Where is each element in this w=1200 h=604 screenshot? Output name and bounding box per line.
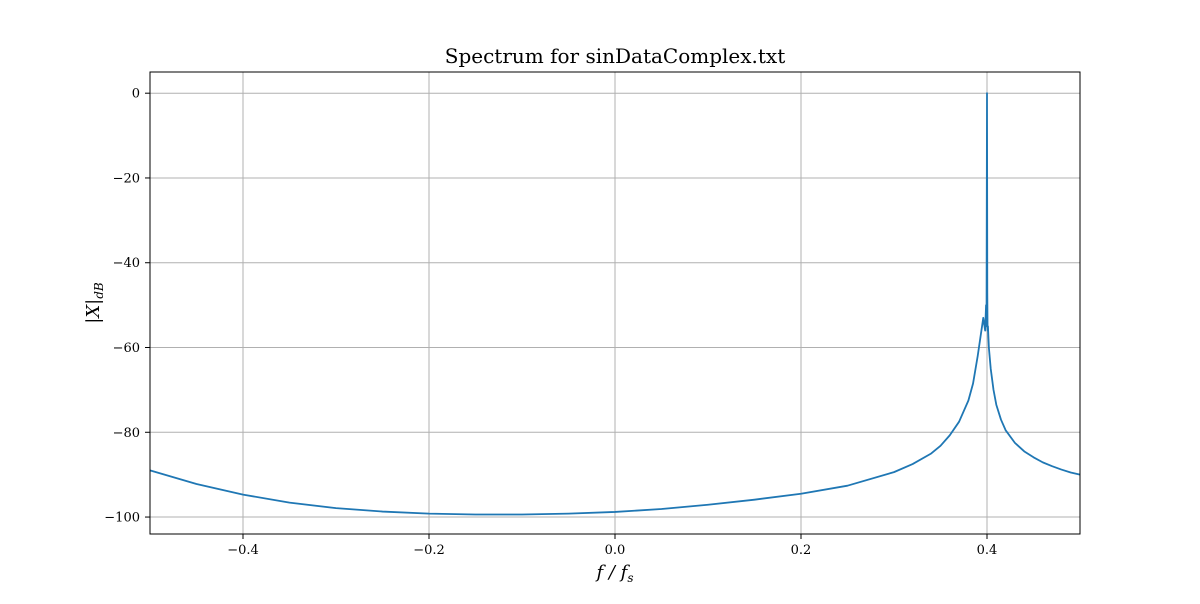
y-tick-label: −40: [113, 256, 140, 271]
x-tick-label: 0.4: [977, 543, 998, 558]
y-axis-ticks: 0 −20 −40 −60 −80 −100: [104, 87, 150, 526]
x-axis-label-sub: s: [627, 571, 633, 585]
x-tick-label: −0.2: [413, 543, 445, 558]
spectrum-series-line: [149, 92, 1081, 516]
x-tick-label: 0.0: [605, 543, 626, 558]
x-axis-ticks: −0.4 −0.2 0.0 0.2 0.4: [227, 534, 997, 558]
y-axis-label-sub: dB: [92, 282, 106, 299]
y-tick-label: −100: [104, 511, 140, 526]
y-grid-lines: [150, 92, 1080, 518]
y-axis-label-main: |X|: [83, 299, 104, 324]
y-tick-label: 0: [132, 87, 140, 102]
y-axis-label: |X|dB: [83, 282, 106, 324]
y-tick-label: −80: [113, 426, 140, 441]
x-tick-label: 0.2: [791, 543, 812, 558]
y-tick-label: −20: [113, 171, 140, 186]
chart-title: Spectrum for sinDataComplex.txt: [445, 44, 786, 68]
x-axis-label-main: f / f: [594, 562, 630, 583]
x-axis-label: f / fs: [594, 562, 633, 585]
series-layer: [149, 92, 1081, 516]
y-tick-label: −60: [113, 341, 140, 356]
x-tick-label: −0.4: [227, 543, 259, 558]
